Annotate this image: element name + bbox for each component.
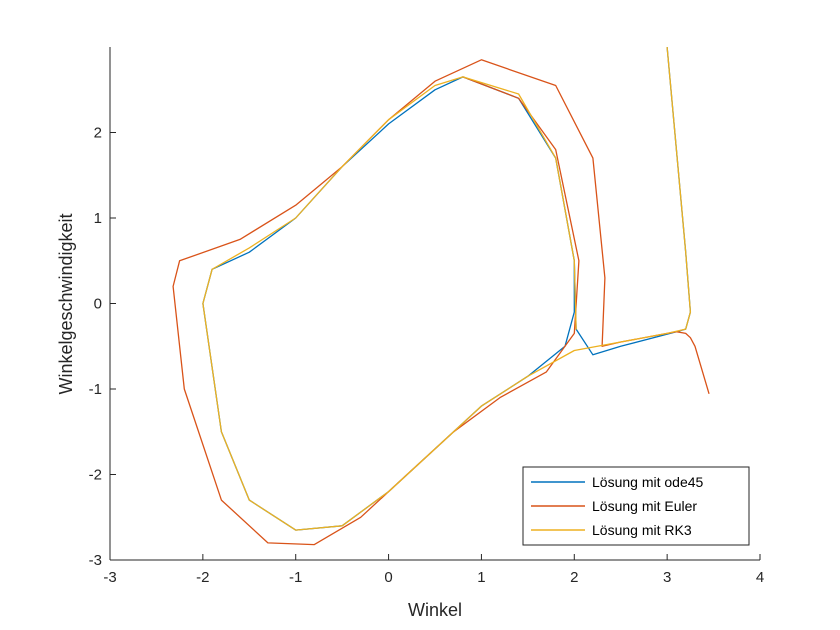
x-tick-label: -2 bbox=[196, 569, 209, 586]
axes-layer: -3 -2 -1 0 1 2 3 4 -3 -2 -1 0 1 2 bbox=[89, 47, 764, 586]
y-tick-label: -3 bbox=[89, 552, 102, 569]
series-layer bbox=[172, 47, 710, 546]
legend: Lösung mit ode45 Lösung mit Euler Lösung m… bbox=[522, 466, 750, 546]
x-tick-label: 3 bbox=[663, 569, 671, 586]
x-tick-label: 0 bbox=[384, 569, 392, 586]
x-tick-label: -1 bbox=[289, 569, 302, 586]
y-tick-label: -2 bbox=[89, 467, 102, 484]
x-tick-label: 4 bbox=[756, 569, 764, 586]
y-tick-label: -1 bbox=[89, 381, 102, 398]
x-tick-label: 1 bbox=[477, 569, 485, 586]
legend-label-2: Lösung mit Euler bbox=[592, 498, 697, 514]
series-line-3 bbox=[202, 47, 692, 531]
y-tick-label: 1 bbox=[94, 210, 102, 227]
y-tick-label: 2 bbox=[94, 125, 102, 142]
y-tick-label: 0 bbox=[94, 296, 102, 313]
legend-label-1: Lösung mit ode45 bbox=[592, 474, 704, 490]
legend-label-3: Lösung mit RK3 bbox=[592, 522, 692, 538]
y-axis-label: Winkelgeschwindigkeit bbox=[56, 213, 76, 394]
x-tick-label: -3 bbox=[103, 569, 116, 586]
x-axis-label: Winkel bbox=[408, 600, 462, 620]
legend-box bbox=[522, 466, 750, 546]
x-tick-label: 2 bbox=[570, 569, 578, 586]
